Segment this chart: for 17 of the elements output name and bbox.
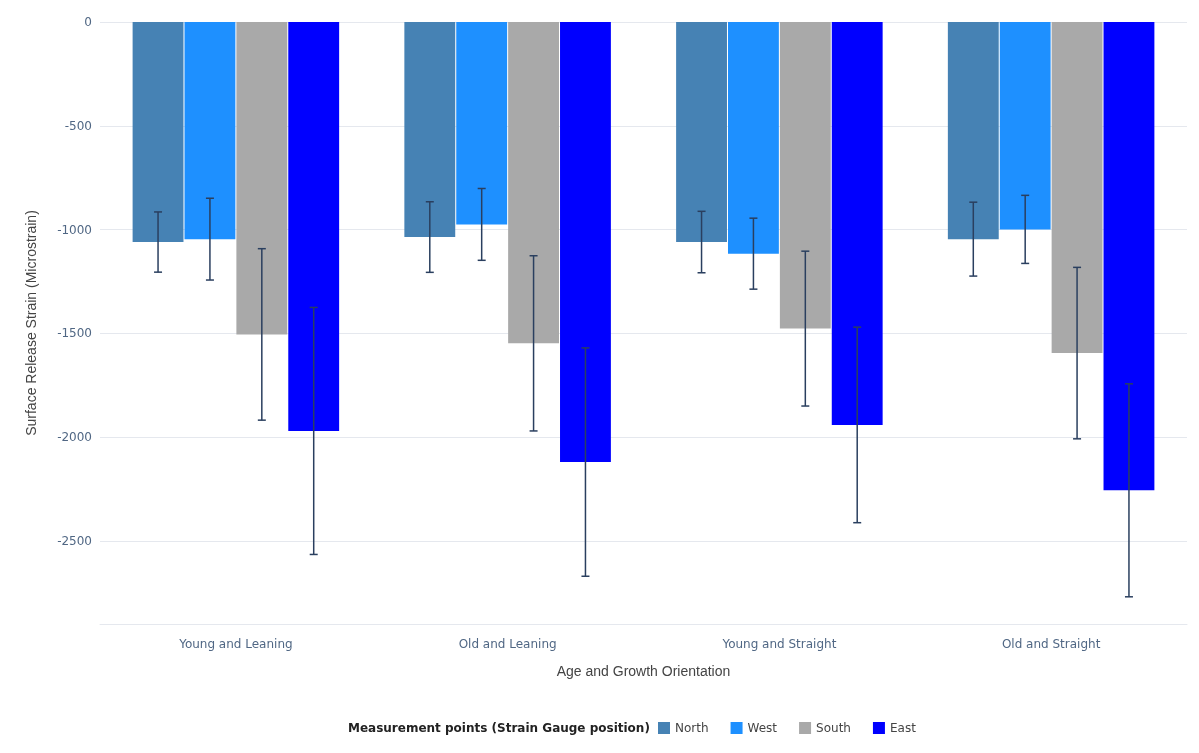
y-tick-label: -1500 [57, 326, 92, 341]
x-axis-title: Age and Growth Orientation [556, 663, 731, 679]
y-tick-label: -2500 [57, 533, 92, 548]
x-tick-label: Old and Leaning [458, 637, 557, 651]
y-axis-title: Surface Release Strain (Microstrain) [23, 210, 39, 436]
legend-title: Measurement points (Strain Gauge position) [348, 721, 650, 735]
y-tick-label: -2000 [57, 430, 92, 445]
legend-label: North [675, 721, 709, 735]
x-tick-label: Young and Straight [721, 637, 837, 651]
legend-label: West [747, 721, 778, 735]
y-tick-label: 0 [84, 15, 92, 29]
legend-label: South [816, 721, 851, 735]
y-tick-label: -1000 [57, 222, 92, 237]
y-tick-label: -500 [64, 118, 92, 133]
x-tick-label: Old and Straight [1001, 637, 1101, 651]
x-tick-label: Young and Leaning [178, 637, 293, 651]
legend-label: East [889, 721, 917, 735]
